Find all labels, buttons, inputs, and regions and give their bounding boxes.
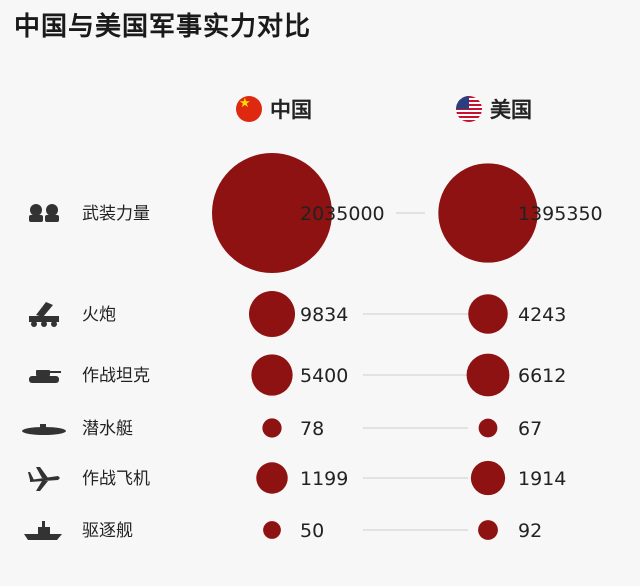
- country-header-china: ★ 中国: [236, 94, 312, 124]
- country-name-china: 中国: [270, 98, 312, 122]
- usa-bubble: [466, 353, 510, 397]
- usa-value-label: 67: [518, 418, 542, 440]
- country-name-usa: 美国: [490, 98, 532, 122]
- china-bubble: [263, 521, 281, 539]
- usa-value-label: 6612: [518, 365, 566, 387]
- china-value-label: 1199: [300, 468, 348, 490]
- country-header-usa: 美国: [456, 94, 532, 124]
- chart-title: 中国与美国军事实力对比: [14, 12, 312, 42]
- china-value-label: 5400: [300, 365, 348, 387]
- submarine-icon: [22, 424, 66, 435]
- category-label: 作战坦克: [82, 366, 150, 386]
- soldiers-icon: [29, 204, 59, 222]
- category-label: 火炮: [82, 305, 116, 325]
- usa-value-label: 1914: [518, 468, 566, 490]
- category-label: 武装力量: [82, 204, 150, 224]
- cn-flag-icon: ★: [236, 96, 262, 122]
- china-bubble: [212, 153, 332, 273]
- china-value-label: 78: [300, 418, 324, 440]
- usa-bubble: [470, 460, 506, 496]
- usa-bubble: [438, 163, 538, 263]
- china-value-label: 2035000: [300, 203, 385, 225]
- usa-bubble: [478, 520, 498, 540]
- china-value-label: 50: [300, 520, 324, 542]
- category-label: 作战飞机: [82, 469, 150, 489]
- china-bubble: [251, 354, 293, 396]
- fighter-jet-icon: [28, 467, 60, 491]
- china-value-label: 9834: [300, 304, 348, 326]
- tank-icon: [29, 370, 61, 383]
- china-bubble: [249, 291, 295, 337]
- rocket-launcher-icon: [29, 302, 59, 327]
- china-bubble: [256, 462, 288, 494]
- usa-bubble: [468, 294, 508, 334]
- china-bubble: [262, 418, 282, 438]
- category-label: 潜水艇: [82, 419, 133, 439]
- us-flag-icon: [456, 96, 482, 122]
- destroyer-icon: [24, 521, 62, 540]
- category-label: 驱逐舰: [82, 521, 133, 541]
- usa-value-label: 1395350: [518, 203, 603, 225]
- usa-value-label: 4243: [518, 304, 566, 326]
- usa-value-label: 92: [518, 520, 542, 542]
- usa-bubble: [478, 418, 498, 438]
